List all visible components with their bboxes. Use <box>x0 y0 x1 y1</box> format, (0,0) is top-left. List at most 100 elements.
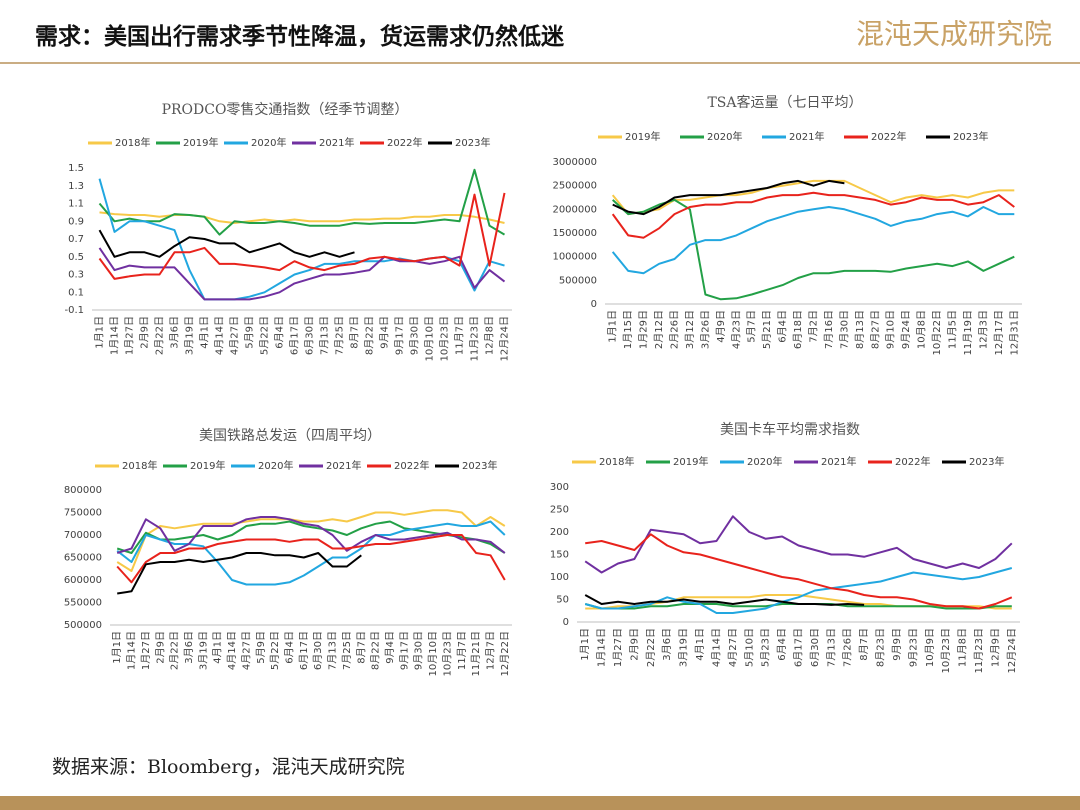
x-tick-label: 9月17日 <box>394 316 406 355</box>
y-tick-label: 1500000 <box>552 228 597 239</box>
series-line <box>98 229 355 258</box>
legend-label: 2018年 <box>599 455 634 468</box>
logo: 混沌天成研究院 <box>856 18 1052 51</box>
x-tick-label: 4月14日 <box>214 316 226 355</box>
x-tick-label: 11月23日 <box>973 628 985 673</box>
x-tick-label: 2月22日 <box>169 631 181 670</box>
x-tick-label: 2月9日 <box>154 631 166 664</box>
x-tick-label: 7月13日 <box>319 316 331 355</box>
x-tick-label: 12月9日 <box>989 628 1001 667</box>
footer-bar <box>0 796 1080 810</box>
x-tick-label: 9月17日 <box>398 631 410 670</box>
x-tick-label: 1月27日 <box>140 631 152 670</box>
chart-title: 美国铁路总发运（四周平均） <box>199 428 381 444</box>
legend-label: 2019年 <box>625 130 660 143</box>
x-tick-label: 10月23日 <box>439 316 451 361</box>
x-tick-label: 3月26日 <box>699 310 711 349</box>
x-tick-label: 9月4日 <box>384 631 396 664</box>
x-tick-label: 4月1日 <box>694 628 706 661</box>
x-tick-label: 2月9日 <box>628 628 640 661</box>
x-tick-label: 4月23日 <box>730 310 742 349</box>
x-tick-label: 9月30日 <box>409 316 421 355</box>
legend-label: 2021年 <box>789 130 824 143</box>
x-tick-label: 7月30日 <box>838 310 850 349</box>
x-tick-label: 10月10日 <box>424 316 436 361</box>
x-tick-label: 3月19日 <box>184 316 196 355</box>
legend-label: 2021年 <box>821 455 856 468</box>
series-line <box>611 206 1015 275</box>
x-tick-label: 10月23日 <box>940 628 952 673</box>
x-tick-label: 4月14日 <box>226 631 238 670</box>
x-tick-label: 11月7日 <box>456 631 468 670</box>
x-tick-label: 6月4日 <box>777 310 789 343</box>
x-tick-label: 9月9日 <box>891 628 903 661</box>
x-tick-label: 3月6日 <box>661 628 673 661</box>
x-tick-label: 12月17日 <box>993 310 1005 355</box>
y-tick-label: 2000000 <box>552 204 597 215</box>
series-line <box>584 515 1013 574</box>
x-tick-label: 11月23日 <box>469 316 481 361</box>
series-line <box>612 179 845 216</box>
legend-label: 2020年 <box>258 459 293 472</box>
x-tick-label: 11月19日 <box>962 310 974 355</box>
series-line <box>611 191 1015 239</box>
chart-title: TSA客运量（七日平均） <box>707 94 862 111</box>
x-tick-label: 9月30日 <box>413 631 425 670</box>
x-tick-label: 4月14日 <box>710 628 722 667</box>
x-tick-label: 11月21日 <box>470 631 482 676</box>
x-tick-label: 8月22日 <box>364 316 376 355</box>
x-tick-label: 12月24日 <box>499 316 511 361</box>
legend-label: 2018年 <box>122 459 157 472</box>
x-tick-label: 6月4日 <box>274 316 286 349</box>
x-tick-label: 7月2日 <box>808 310 820 343</box>
legend-label: 2022年 <box>387 136 422 149</box>
series-line <box>612 198 1015 301</box>
y-tick-label: 2500000 <box>552 181 597 192</box>
x-tick-label: 5月9日 <box>255 631 267 664</box>
x-tick-label: 6月18日 <box>792 310 804 349</box>
x-tick-label: 10月8日 <box>916 310 928 349</box>
y-tick-label: 0.5 <box>68 252 84 263</box>
x-tick-label: 6月4日 <box>283 631 295 664</box>
x-tick-label: 11月5日 <box>947 310 959 349</box>
x-tick-label: 6月30日 <box>312 631 324 670</box>
x-tick-label: 12月3日 <box>977 310 989 349</box>
y-tick-label: 150 <box>550 550 569 561</box>
legend-label: 2020年 <box>251 136 286 149</box>
y-tick-label: 0.9 <box>68 216 84 227</box>
legend-label: 2023年 <box>462 459 497 472</box>
y-tick-label: 50 <box>556 595 569 606</box>
x-tick-label: 3月6日 <box>169 316 181 349</box>
x-tick-label: 5月7日 <box>746 310 758 343</box>
chart-title: 美国卡车平均需求指数 <box>720 421 860 438</box>
x-tick-label: 1月14日 <box>109 316 121 355</box>
x-tick-label: 1月15日 <box>622 310 634 349</box>
x-tick-label: 8月23日 <box>875 628 887 667</box>
legend-label: 2022年 <box>394 459 429 472</box>
x-tick-label: 1月14日 <box>596 628 608 667</box>
x-tick-label: 8月22日 <box>370 631 382 670</box>
x-tick-label: 6月30日 <box>304 316 316 355</box>
legend-label: 2020年 <box>707 130 742 143</box>
y-tick-label: -0.1 <box>64 305 84 316</box>
series-line <box>585 533 1013 610</box>
x-tick-label: 8月7日 <box>858 628 870 661</box>
y-tick-label: 0.7 <box>68 234 84 245</box>
x-tick-label: 1月1日 <box>94 316 106 349</box>
x-tick-label: 9月10日 <box>885 310 897 349</box>
x-tick-label: 8月27日 <box>869 310 881 349</box>
x-tick-label: 12月8日 <box>484 316 496 355</box>
x-tick-label: 4月1日 <box>199 316 211 349</box>
y-tick-label: 500000 <box>559 275 597 286</box>
series-line <box>116 534 506 584</box>
legend-label: 2023年 <box>953 130 988 143</box>
series-line <box>98 192 506 280</box>
x-tick-label: 6月17日 <box>289 316 301 355</box>
x-tick-label: 8月7日 <box>355 631 367 664</box>
x-tick-label: 8月13日 <box>854 310 866 349</box>
x-tick-label: 3月19日 <box>197 631 209 670</box>
source-note: 数据来源：Bloomberg，混沌天成研究院 <box>52 756 405 778</box>
x-tick-label: 7月13日 <box>327 631 339 670</box>
legend-label: 2022年 <box>895 455 930 468</box>
x-tick-label: 5月21日 <box>761 310 773 349</box>
